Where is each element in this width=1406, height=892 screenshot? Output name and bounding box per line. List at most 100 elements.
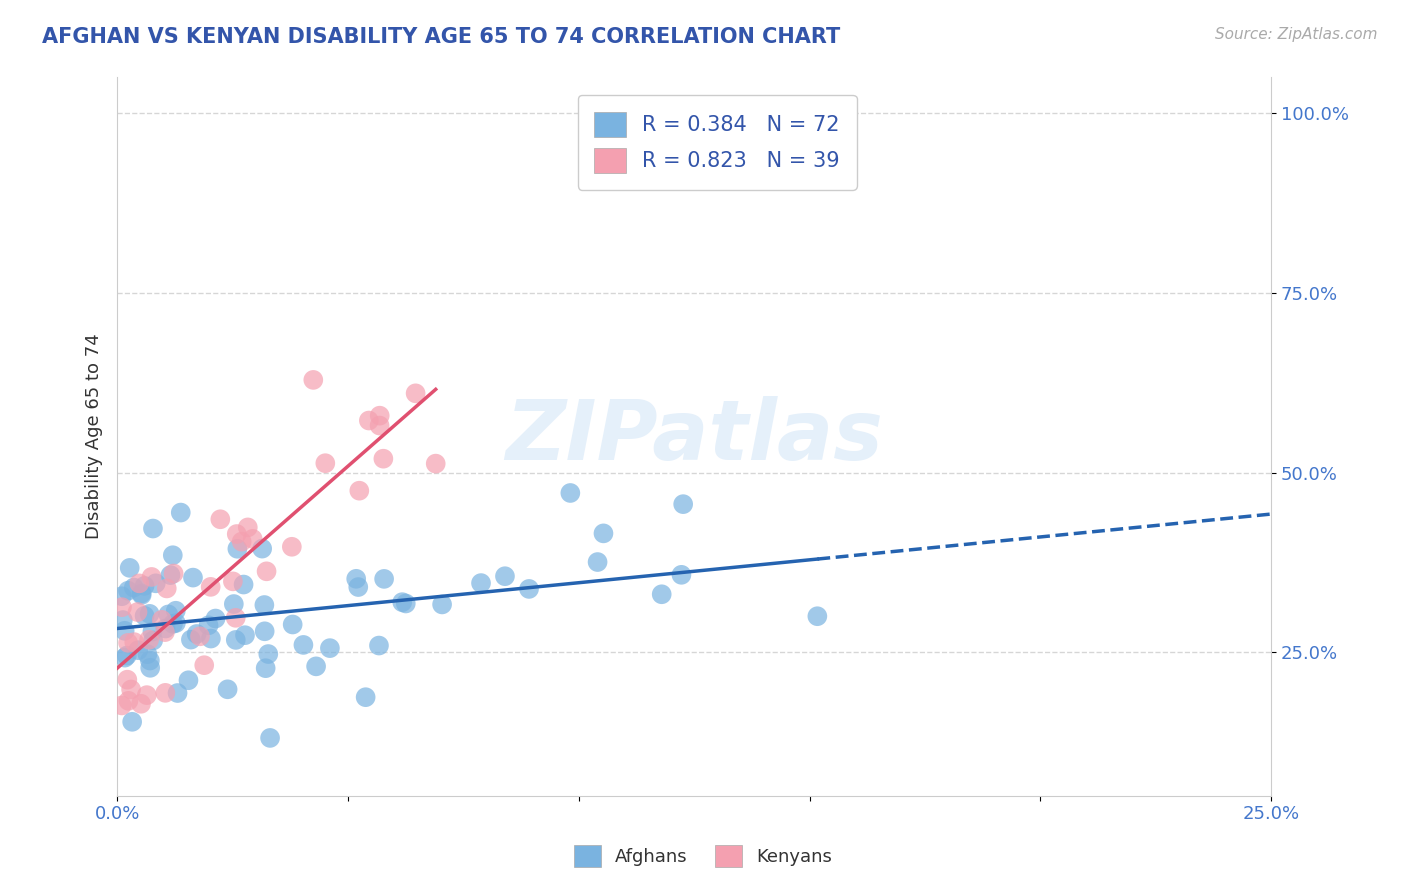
Point	[651, 587, 673, 601]
Point	[117, 636, 139, 650]
Point	[242, 532, 264, 546]
Point	[204, 611, 226, 625]
Point	[138, 632, 160, 647]
Point	[128, 576, 150, 591]
Point	[494, 569, 516, 583]
Point	[354, 690, 377, 705]
Point	[165, 604, 187, 618]
Point	[115, 648, 138, 663]
Point	[236, 520, 259, 534]
Point	[111, 698, 134, 713]
Text: AFGHAN VS KENYAN DISABILITY AGE 65 TO 74 CORRELATION CHART: AFGHAN VS KENYAN DISABILITY AGE 65 TO 74…	[42, 27, 841, 46]
Point	[560, 486, 582, 500]
Point	[368, 409, 391, 423]
Point	[592, 526, 614, 541]
Point	[225, 611, 247, 625]
Point	[209, 512, 232, 526]
Point	[141, 624, 163, 639]
Point	[186, 627, 208, 641]
Point	[155, 622, 177, 636]
Point	[136, 647, 159, 661]
Point	[145, 576, 167, 591]
Point	[139, 654, 162, 668]
Point	[129, 697, 152, 711]
Point	[292, 638, 315, 652]
Point	[254, 661, 277, 675]
Point	[425, 457, 447, 471]
Point	[121, 714, 143, 729]
Point	[127, 605, 149, 619]
Point	[150, 613, 173, 627]
Point	[193, 658, 215, 673]
Point	[250, 541, 273, 556]
Point	[139, 661, 162, 675]
Text: ZIPatlas: ZIPatlas	[505, 396, 883, 477]
Point	[165, 615, 187, 630]
Point	[373, 572, 395, 586]
Point	[155, 686, 177, 700]
Point	[200, 632, 222, 646]
Point	[672, 497, 695, 511]
Point	[347, 580, 370, 594]
Point	[225, 527, 247, 541]
Point	[127, 643, 149, 657]
Point	[222, 597, 245, 611]
Point	[405, 386, 427, 401]
Point	[671, 567, 693, 582]
Point	[153, 625, 176, 640]
Point	[111, 589, 134, 603]
Point	[281, 540, 304, 554]
Point	[470, 576, 492, 591]
Point	[122, 581, 145, 595]
Point	[517, 582, 540, 596]
Point	[114, 624, 136, 638]
Point	[131, 586, 153, 600]
Point	[111, 600, 134, 615]
Point	[114, 650, 136, 665]
Point	[233, 628, 256, 642]
Point	[319, 641, 342, 656]
Point	[357, 413, 380, 427]
Point	[586, 555, 609, 569]
Point	[391, 595, 413, 609]
Point	[253, 624, 276, 639]
Point	[180, 632, 202, 647]
Point	[257, 647, 280, 661]
Point	[131, 588, 153, 602]
Point	[217, 682, 239, 697]
Point	[232, 577, 254, 591]
Point	[226, 541, 249, 556]
Point	[138, 607, 160, 621]
Point	[117, 673, 139, 687]
Point	[142, 633, 165, 648]
Point	[157, 607, 180, 622]
Point	[162, 566, 184, 581]
Point	[117, 583, 139, 598]
Point	[302, 373, 325, 387]
Point	[166, 686, 188, 700]
Y-axis label: Disability Age 65 to 74: Disability Age 65 to 74	[86, 334, 103, 540]
Point	[373, 451, 395, 466]
Point	[134, 608, 156, 623]
Point	[222, 574, 245, 589]
Point	[170, 506, 193, 520]
Point	[162, 616, 184, 631]
Point	[181, 571, 204, 585]
Point	[314, 456, 336, 470]
Point	[142, 522, 165, 536]
Point	[135, 688, 157, 702]
Point	[231, 534, 253, 549]
Legend: R = 0.384   N = 72, R = 0.823   N = 39: R = 0.384 N = 72, R = 0.823 N = 39	[578, 95, 856, 190]
Point	[111, 613, 134, 627]
Point	[141, 570, 163, 584]
Point	[305, 659, 328, 673]
Point	[430, 598, 453, 612]
Point	[122, 635, 145, 649]
Point	[368, 418, 391, 433]
Legend: Afghans, Kenyans: Afghans, Kenyans	[567, 838, 839, 874]
Point	[118, 561, 141, 575]
Point	[162, 548, 184, 562]
Point	[177, 673, 200, 688]
Point	[806, 609, 828, 624]
Point	[253, 598, 276, 612]
